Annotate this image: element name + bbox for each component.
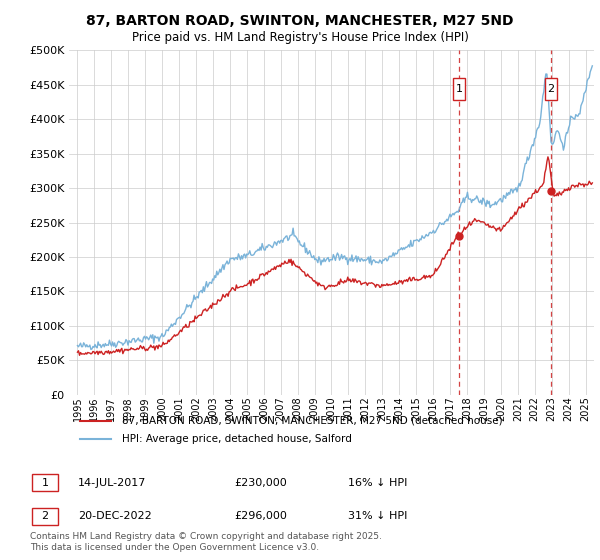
Text: 2: 2 xyxy=(41,511,49,521)
FancyBboxPatch shape xyxy=(545,78,557,100)
Text: 87, BARTON ROAD, SWINTON, MANCHESTER, M27 5ND: 87, BARTON ROAD, SWINTON, MANCHESTER, M2… xyxy=(86,14,514,28)
Text: 2: 2 xyxy=(548,84,555,94)
Text: 1: 1 xyxy=(455,84,463,94)
Text: 31% ↓ HPI: 31% ↓ HPI xyxy=(348,511,407,521)
Text: HPI: Average price, detached house, Salford: HPI: Average price, detached house, Salf… xyxy=(121,434,352,444)
Text: 1: 1 xyxy=(41,478,49,488)
Text: Contains HM Land Registry data © Crown copyright and database right 2025.
This d: Contains HM Land Registry data © Crown c… xyxy=(30,532,382,552)
Text: Price paid vs. HM Land Registry's House Price Index (HPI): Price paid vs. HM Land Registry's House … xyxy=(131,31,469,44)
Text: 14-JUL-2017: 14-JUL-2017 xyxy=(78,478,146,488)
FancyBboxPatch shape xyxy=(453,78,465,100)
Text: 20-DEC-2022: 20-DEC-2022 xyxy=(78,511,152,521)
Text: 87, BARTON ROAD, SWINTON, MANCHESTER, M27 5ND (detached house): 87, BARTON ROAD, SWINTON, MANCHESTER, M2… xyxy=(121,416,502,426)
Text: £230,000: £230,000 xyxy=(234,478,287,488)
Text: £296,000: £296,000 xyxy=(234,511,287,521)
Text: 16% ↓ HPI: 16% ↓ HPI xyxy=(348,478,407,488)
